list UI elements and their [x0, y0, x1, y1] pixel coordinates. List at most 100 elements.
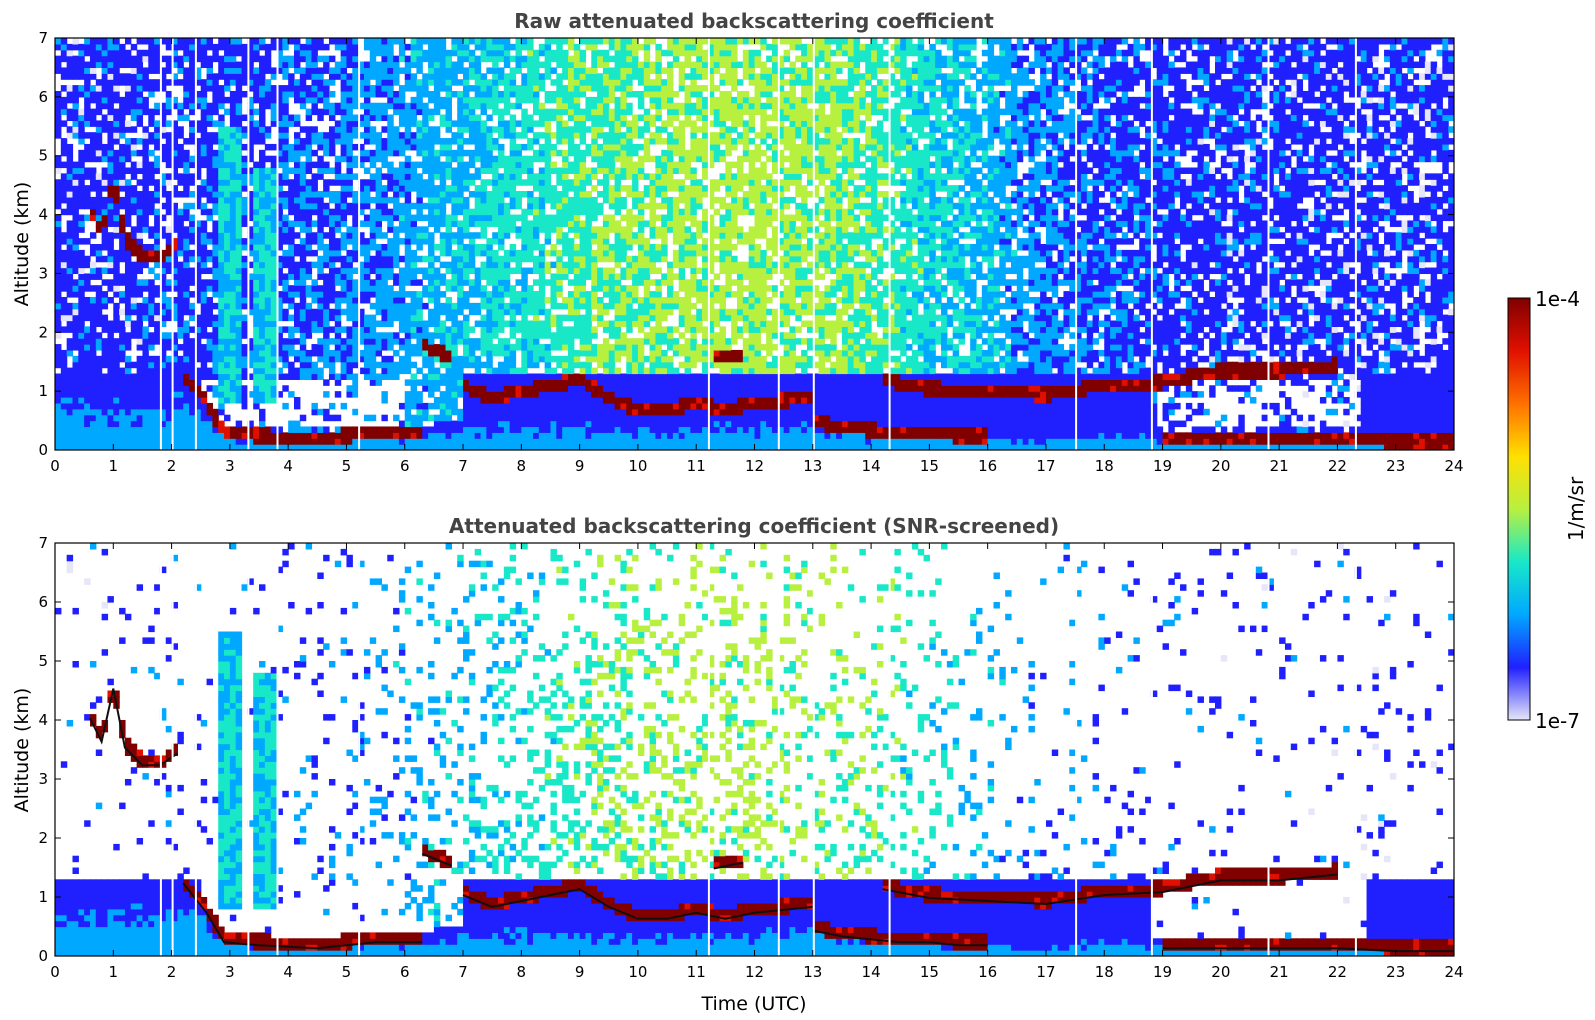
heatmap-cell: [189, 349, 196, 357]
heatmap-cell: [159, 267, 167, 275]
heatmap-cell: [235, 244, 243, 251]
heatmap-cell: [200, 420, 208, 428]
heatmap-cell: [375, 214, 383, 222]
heatmap-cell: [328, 126, 336, 133]
heatmap-cell: [142, 149, 149, 157]
heatmap-cell: [165, 61, 173, 69]
heatmap-cell: [78, 179, 85, 186]
heatmap-cell: [474, 90, 482, 98]
heatmap-cell: [253, 326, 260, 333]
heatmap-cell: [154, 126, 161, 133]
heatmap-cell: [55, 114, 62, 121]
heatmap-cell: [177, 373, 184, 380]
heatmap-cell: [433, 296, 441, 304]
heatmap-cell: [259, 61, 266, 69]
heatmap-cell: [171, 397, 179, 404]
heatmap-cell: [194, 173, 202, 180]
heatmap-cell: [492, 279, 499, 286]
heatmap-cell: [352, 220, 359, 227]
heatmap-cell: [393, 79, 400, 86]
heatmap-cell: [218, 267, 225, 275]
heatmap-cell: [445, 355, 452, 363]
heatmap-cell: [521, 126, 528, 133]
heatmap-cell: [113, 308, 120, 316]
heatmap-cell: [544, 232, 552, 239]
heatmap-cell: [55, 261, 62, 269]
heatmap-cell: [253, 43, 260, 51]
heatmap-cell: [235, 138, 243, 145]
heatmap-cell: [433, 73, 441, 80]
heatmap-cell: [480, 108, 487, 116]
heatmap-cell: [124, 244, 132, 251]
heatmap-cell: [276, 208, 283, 216]
heatmap-cell: [311, 432, 318, 439]
heatmap-cell: [124, 49, 132, 57]
heatmap-cell: [78, 344, 85, 351]
heatmap-cell: [229, 208, 237, 216]
heatmap-cell: [89, 326, 97, 333]
heatmap-cell: [229, 391, 237, 398]
heatmap-cell: [66, 391, 74, 398]
heatmap-cell: [189, 438, 196, 445]
heatmap-cell: [183, 249, 190, 257]
heatmap-cell: [340, 90, 348, 98]
heatmap-cell: [212, 108, 219, 116]
heatmap-cell: [346, 426, 353, 433]
heatmap-cell: [381, 143, 388, 151]
heatmap-cell: [422, 179, 429, 186]
heatmap-cell: [544, 49, 552, 57]
heatmap-cell: [562, 426, 569, 433]
heatmap-cell: [84, 173, 91, 180]
heatmap-cell: [253, 438, 260, 445]
heatmap-cell: [340, 149, 348, 157]
heatmap-cell: [171, 191, 179, 198]
heatmap-cell: [428, 385, 435, 392]
heatmap-cell: [107, 149, 114, 157]
heatmap-cell: [480, 361, 487, 369]
heatmap-cell: [474, 167, 482, 174]
heatmap-cell: [334, 279, 342, 286]
heatmap-cell: [328, 191, 336, 198]
heatmap-cell: [358, 208, 365, 216]
heatmap-cell: [124, 138, 132, 145]
heatmap-cell: [294, 214, 301, 222]
heatmap-cell: [154, 85, 161, 92]
heatmap-cell: [194, 438, 202, 445]
heatmap-cell: [270, 90, 278, 98]
heatmap-cell: [323, 202, 330, 210]
heatmap-cell: [101, 143, 109, 151]
heatmap-cell: [60, 391, 68, 398]
heatmap-cell: [532, 444, 540, 450]
heatmap-cell: [218, 361, 225, 369]
heatmap-cell: [387, 38, 394, 45]
heatmap-cell: [404, 202, 412, 210]
heatmap-cell: [340, 344, 348, 351]
heatmap-cell: [113, 126, 120, 133]
heatmap-cell: [247, 102, 254, 110]
heatmap-cell: [165, 90, 173, 98]
heatmap-cell: [451, 167, 458, 174]
heatmap-cell: [253, 220, 260, 227]
heatmap-cell: [142, 138, 149, 145]
heatmap-cell: [95, 285, 103, 292]
heatmap-cell: [107, 155, 114, 163]
heatmap-cell: [241, 155, 248, 163]
heatmap-cell: [101, 296, 109, 304]
heatmap-cell: [189, 61, 196, 69]
heatmap-cell: [130, 114, 138, 121]
heatmap-cell: [264, 43, 272, 51]
heatmap-cell: [60, 355, 68, 363]
heatmap-cell: [340, 438, 348, 445]
heatmap-cell: [72, 167, 79, 174]
heatmap-cell: [393, 173, 400, 180]
heatmap-cell: [422, 155, 429, 163]
heatmap-cell: [433, 226, 441, 233]
heatmap-cell: [468, 302, 476, 310]
heatmap-cell: [183, 49, 190, 57]
heatmap-cell: [95, 296, 103, 304]
heatmap-cell: [206, 102, 213, 110]
heatmap-cell: [212, 220, 219, 227]
heatmap-cell: [323, 349, 330, 357]
heatmap-cell: [428, 414, 435, 422]
heatmap-cell: [416, 143, 423, 151]
